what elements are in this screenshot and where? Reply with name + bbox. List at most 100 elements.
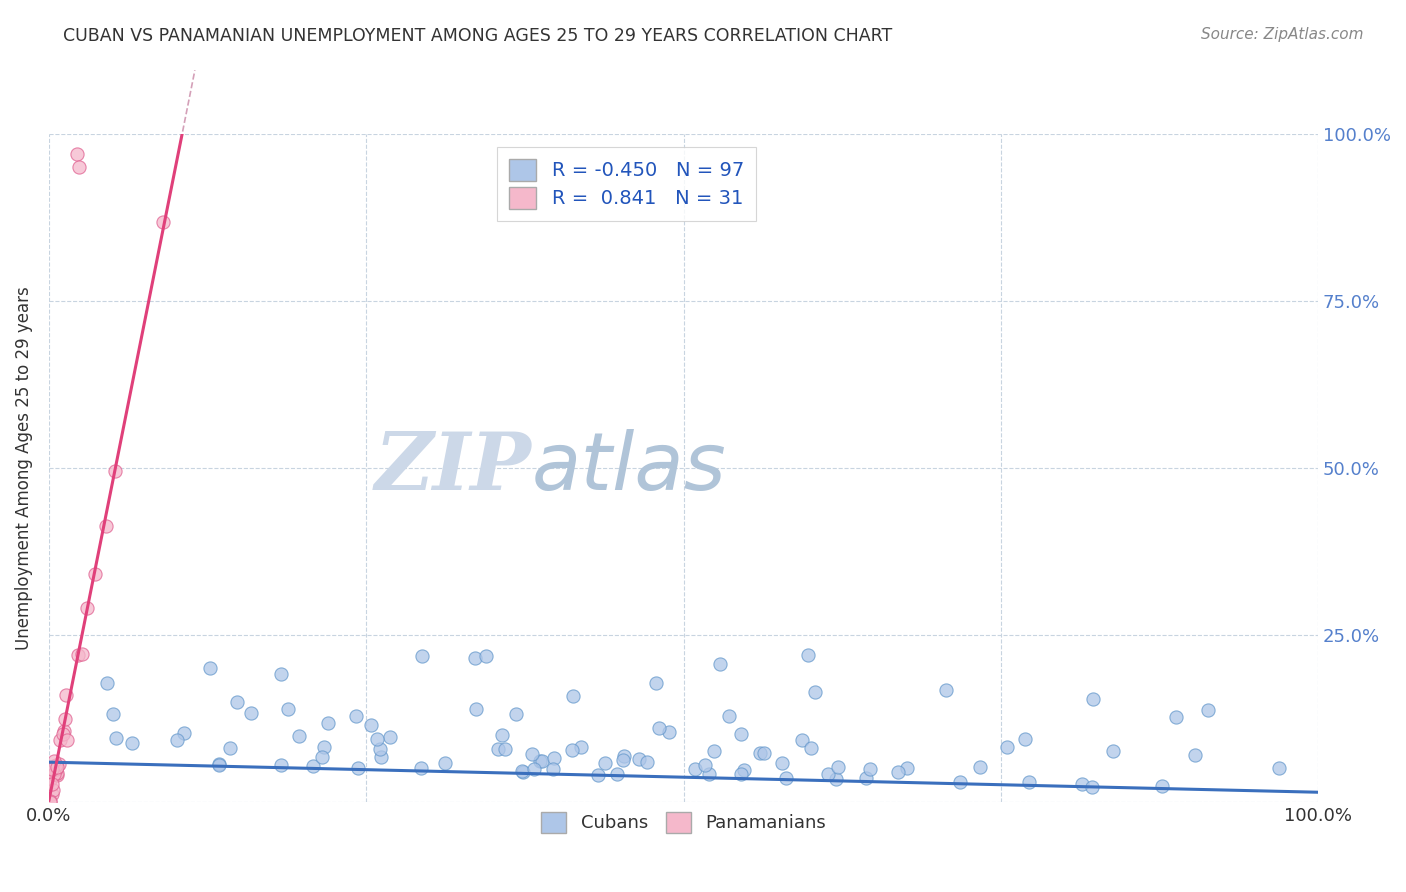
Point bbox=[543, 751, 565, 765]
Point bbox=[730, 767, 752, 781]
Point bbox=[749, 746, 772, 760]
Point bbox=[825, 772, 848, 786]
Point bbox=[83, 566, 105, 581]
Point bbox=[173, 726, 195, 740]
Legend: Cubans, Panamanians: Cubans, Panamanians bbox=[534, 805, 834, 840]
Point bbox=[70, 647, 93, 661]
Point bbox=[645, 676, 668, 690]
Point bbox=[695, 758, 717, 772]
Point bbox=[797, 648, 820, 663]
Point bbox=[311, 750, 333, 764]
Point bbox=[314, 739, 336, 754]
Point bbox=[494, 742, 516, 756]
Point bbox=[46, 760, 69, 774]
Point bbox=[45, 766, 67, 780]
Point bbox=[103, 707, 125, 722]
Point bbox=[683, 762, 706, 776]
Point bbox=[523, 762, 546, 776]
Point bbox=[46, 768, 69, 782]
Point bbox=[703, 744, 725, 758]
Point bbox=[1184, 747, 1206, 762]
Text: ZIP: ZIP bbox=[374, 429, 531, 507]
Point bbox=[593, 756, 616, 770]
Text: atlas: atlas bbox=[531, 429, 725, 507]
Point bbox=[520, 747, 543, 761]
Point bbox=[53, 712, 76, 726]
Point bbox=[346, 761, 368, 775]
Point bbox=[491, 728, 513, 742]
Point bbox=[208, 757, 231, 772]
Point bbox=[38, 795, 60, 809]
Point bbox=[226, 695, 249, 709]
Point bbox=[658, 725, 681, 739]
Point bbox=[301, 759, 323, 773]
Point bbox=[55, 732, 77, 747]
Point bbox=[288, 729, 311, 743]
Point bbox=[935, 683, 957, 698]
Point bbox=[208, 758, 231, 772]
Point bbox=[1268, 761, 1291, 775]
Point bbox=[42, 754, 65, 768]
Point bbox=[44, 766, 66, 780]
Point bbox=[995, 740, 1018, 755]
Point bbox=[41, 762, 63, 776]
Point bbox=[486, 742, 509, 756]
Point bbox=[648, 721, 671, 735]
Point bbox=[612, 753, 634, 767]
Point bbox=[96, 676, 118, 690]
Point bbox=[569, 739, 592, 754]
Point bbox=[52, 724, 75, 739]
Y-axis label: Unemployment Among Ages 25 to 29 years: Unemployment Among Ages 25 to 29 years bbox=[15, 286, 32, 650]
Point bbox=[166, 732, 188, 747]
Point bbox=[41, 787, 63, 801]
Point bbox=[859, 762, 882, 776]
Point bbox=[1102, 744, 1125, 758]
Point bbox=[969, 760, 991, 774]
Point bbox=[827, 759, 849, 773]
Point bbox=[1080, 780, 1102, 794]
Point bbox=[770, 756, 793, 770]
Point bbox=[733, 763, 755, 777]
Point bbox=[434, 756, 457, 770]
Point bbox=[411, 648, 433, 663]
Point bbox=[55, 689, 77, 703]
Text: Source: ZipAtlas.com: Source: ZipAtlas.com bbox=[1201, 27, 1364, 42]
Point bbox=[887, 765, 910, 780]
Point bbox=[1071, 777, 1094, 791]
Point bbox=[752, 746, 775, 760]
Point bbox=[1152, 779, 1174, 793]
Text: CUBAN VS PANAMANIAN UNEMPLOYMENT AMONG AGES 25 TO 29 YEARS CORRELATION CHART: CUBAN VS PANAMANIAN UNEMPLOYMENT AMONG A… bbox=[63, 27, 893, 45]
Point bbox=[1166, 709, 1188, 723]
Point bbox=[541, 762, 564, 776]
Point bbox=[699, 766, 721, 780]
Point bbox=[512, 764, 534, 779]
Point bbox=[104, 464, 127, 478]
Point bbox=[512, 765, 534, 780]
Point bbox=[411, 761, 433, 775]
Point bbox=[613, 748, 636, 763]
Point bbox=[628, 752, 651, 766]
Point bbox=[775, 772, 797, 786]
Point bbox=[42, 782, 65, 797]
Point bbox=[66, 146, 89, 161]
Point bbox=[366, 732, 388, 747]
Point bbox=[41, 777, 63, 791]
Point bbox=[896, 761, 918, 775]
Point bbox=[370, 750, 392, 764]
Point bbox=[561, 689, 583, 703]
Point bbox=[1018, 775, 1040, 789]
Point bbox=[800, 741, 823, 756]
Point bbox=[475, 648, 498, 663]
Point bbox=[344, 708, 367, 723]
Point bbox=[709, 657, 731, 671]
Point bbox=[360, 718, 382, 732]
Point bbox=[270, 667, 292, 681]
Point bbox=[198, 661, 221, 675]
Point bbox=[948, 774, 970, 789]
Point bbox=[561, 743, 583, 757]
Point bbox=[219, 741, 242, 756]
Point bbox=[855, 772, 877, 786]
Point bbox=[505, 706, 527, 721]
Point bbox=[804, 685, 827, 699]
Point bbox=[529, 755, 551, 769]
